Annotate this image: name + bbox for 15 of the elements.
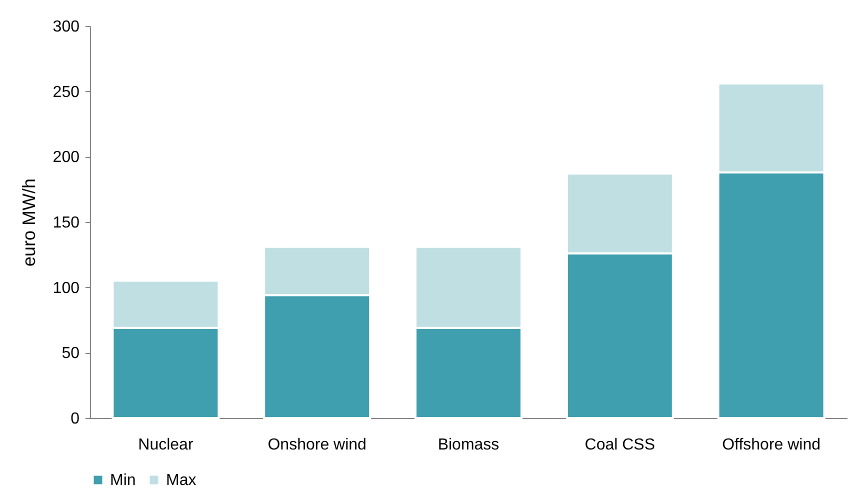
legend-label: Max [166,472,196,489]
y-axis-title: euro MW/h [18,178,39,267]
x-tick-label: Offshore wind [722,436,821,454]
y-tick-label: 150 [52,214,80,232]
y-tick-label: 300 [52,18,80,36]
legend-label: Min [110,472,136,489]
y-tick-label: 50 [62,345,80,362]
y-tick-label: 250 [52,84,80,101]
y-tick-label: 100 [52,280,80,297]
y-tick-label: 200 [52,149,80,166]
x-tick-label: Coal CSS [584,436,656,454]
x-tick-label: Nuclear [138,436,194,454]
x-tick-label: Onshore wind [268,436,366,454]
x-tick-label: Biomass [438,436,500,454]
y-tick-label: 0 [70,410,80,428]
